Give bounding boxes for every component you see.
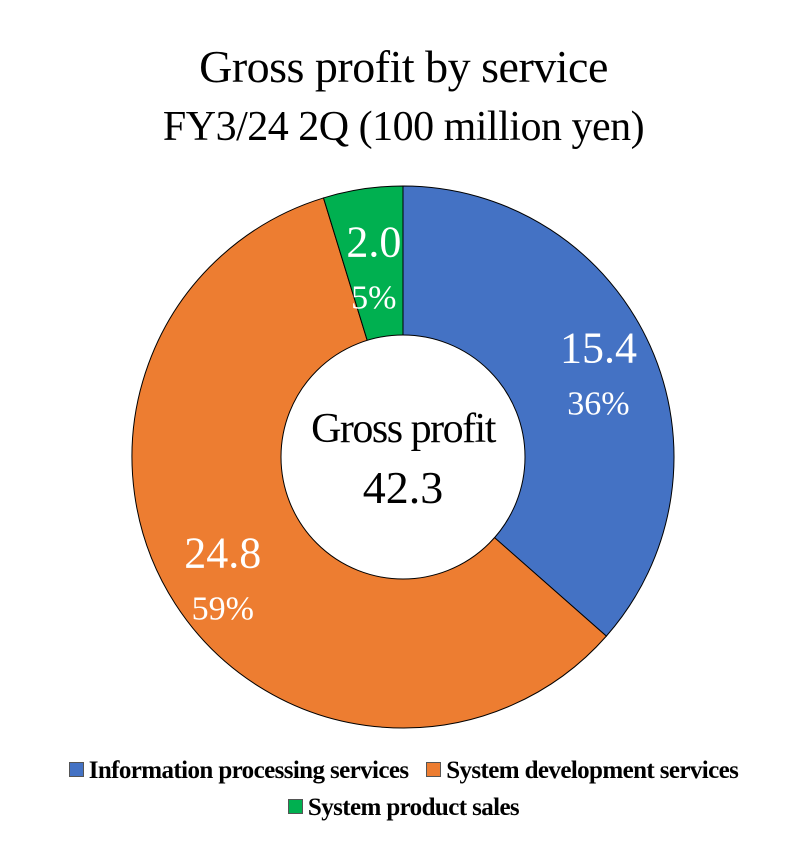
slice-information-processing (402, 185, 675, 637)
data-label-value: 24.8 (184, 528, 261, 577)
donut-hole (280, 334, 526, 580)
legend-label: System product sales (307, 794, 520, 821)
data-label-percent: 5% (351, 280, 396, 317)
center-value: 42.3 (363, 462, 444, 513)
slice-labels: 15.4 36% 24.8 59% 2.0 5% (184, 218, 637, 628)
center-label: Gross profit (311, 406, 497, 452)
legend-row-2: System product sales (0, 794, 807, 822)
data-label-percent: 36% (567, 386, 629, 423)
legend-item-system-development: System development services (426, 757, 739, 785)
chart-subtitle: FY3/24 2Q (100 million yen) (162, 104, 645, 150)
chart-title: Gross profit by service (199, 41, 608, 92)
data-label-value: 15.4 (560, 324, 637, 373)
legend-label: System development services (446, 757, 739, 784)
data-label-percent: 59% (192, 590, 254, 627)
legend-swatch (68, 762, 84, 777)
legend-swatch (426, 762, 442, 777)
legend-item-system-product-sales: System product sales (287, 794, 520, 822)
legend-swatch (287, 799, 303, 814)
legend-label: Information processing services (88, 757, 409, 784)
legend: Information processing services System d… (0, 757, 807, 785)
legend-item-information-processing: Information processing services (68, 757, 409, 785)
data-label-value: 2.0 (346, 218, 401, 267)
